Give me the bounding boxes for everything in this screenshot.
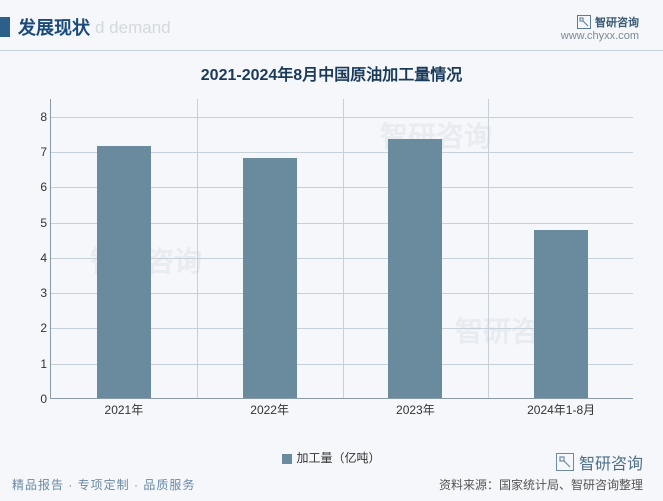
bar	[534, 230, 588, 398]
gridline-v	[197, 99, 198, 398]
bar	[388, 139, 442, 398]
gridline-v	[488, 99, 489, 398]
footer-brand-name: 智研咨询	[579, 450, 643, 474]
brand-name: 智研咨询	[595, 14, 639, 30]
bar	[243, 158, 297, 398]
footer-tagline: 精品报告 · 专项定制 · 品质服务	[12, 476, 195, 493]
x-tick-label: 2023年	[396, 401, 435, 418]
x-tick-label: 2021年	[105, 401, 144, 418]
y-tick-label: 6	[27, 180, 47, 194]
x-tick-label: 2024年1-8月	[527, 401, 595, 418]
plot-area: 0123456782021年2022年2023年2024年1-8月	[50, 99, 633, 399]
y-tick-label: 7	[27, 145, 47, 159]
x-tick-label: 2022年	[250, 401, 289, 418]
header-rule	[0, 50, 663, 51]
section-title: 发展现状	[18, 14, 90, 40]
footer-source: 资料来源：国家统计局、智研咨询整理	[439, 476, 643, 493]
brand-icon	[577, 15, 591, 29]
y-tick-label: 5	[27, 216, 47, 230]
gridline-v	[343, 99, 344, 398]
ghost-text: d demand	[95, 18, 171, 38]
y-tick-label: 2	[27, 321, 47, 335]
header: 发展现状 d demand 智研咨询 www.chyxx.com	[0, 0, 663, 48]
footer: 精品报告 · 专项定制 · 品质服务 智研咨询 资料来源：国家统计局、智研咨询整…	[0, 450, 663, 501]
y-tick-label: 0	[27, 392, 47, 406]
section-bullet	[0, 17, 10, 37]
y-tick-label: 1	[27, 357, 47, 371]
y-tick-label: 8	[27, 110, 47, 124]
footer-brand-icon	[556, 453, 574, 471]
y-tick-label: 4	[27, 251, 47, 265]
y-tick-label: 3	[27, 286, 47, 300]
header-brand: 智研咨询 www.chyxx.com	[561, 14, 639, 42]
brand-url: www.chyxx.com	[561, 30, 639, 42]
chart: 0123456782021年2022年2023年2024年1-8月	[50, 99, 633, 419]
chart-title: 2021-2024年8月中国原油加工量情况	[0, 61, 663, 85]
bar	[97, 146, 151, 398]
